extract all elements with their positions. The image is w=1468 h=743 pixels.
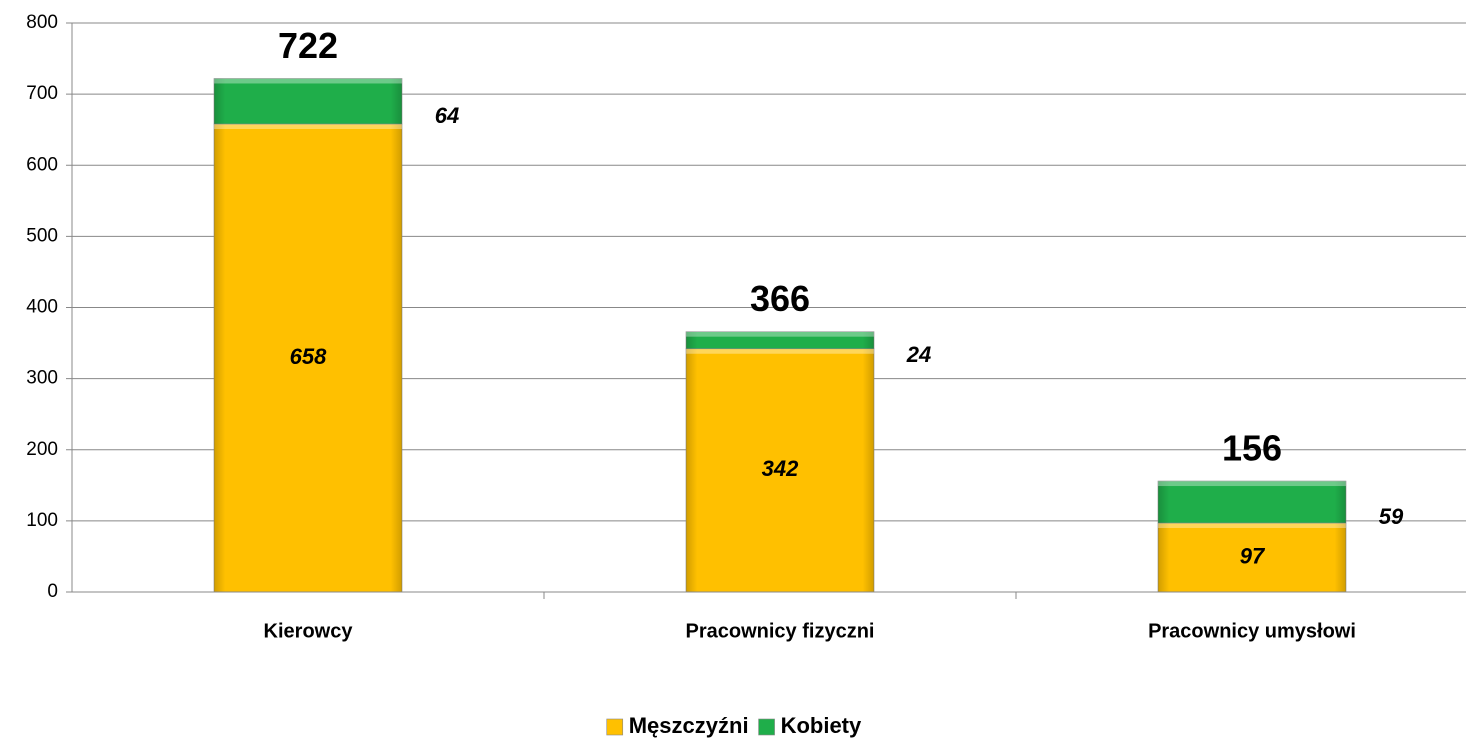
bar-highlight — [214, 78, 402, 84]
x-tick-label: Kierowcy — [264, 620, 354, 642]
total-label: 156 — [1222, 428, 1282, 469]
value-label: 342 — [762, 456, 799, 481]
y-tick-label: 100 — [26, 510, 58, 531]
bar-highlight — [214, 123, 402, 129]
legend-label: Męszczyźni — [629, 713, 749, 738]
y-tick-label: 0 — [47, 581, 58, 602]
y-tick-label: 800 — [26, 12, 58, 33]
y-tick-label: 700 — [26, 83, 58, 104]
value-label: 658 — [290, 344, 327, 369]
y-tick-label: 500 — [26, 225, 58, 246]
bar-shade — [1158, 481, 1346, 524]
bar-highlight — [1158, 523, 1346, 529]
value-label: 97 — [1240, 543, 1266, 568]
total-label: 366 — [750, 278, 810, 319]
y-tick-label: 400 — [26, 297, 58, 318]
bar-shade — [686, 331, 874, 349]
total-label: 722 — [278, 25, 338, 66]
value-label: 24 — [906, 342, 931, 367]
legend: Męszczyźni Kobiety — [606, 713, 862, 738]
legend-swatch — [606, 718, 624, 736]
value-label: 64 — [435, 103, 459, 128]
y-tick-label: 300 — [26, 368, 58, 389]
y-tick-label: 200 — [26, 439, 58, 460]
bar-shade — [214, 78, 402, 124]
bar-shade — [214, 123, 402, 592]
value-label: 59 — [1379, 504, 1404, 529]
legend-label: Kobiety — [781, 713, 862, 738]
x-tick-label: Pracownicy fizyczni — [686, 620, 875, 642]
y-tick-label: 600 — [26, 154, 58, 175]
bar-highlight — [686, 348, 874, 354]
bar-highlight — [686, 331, 874, 337]
bar-highlight — [1158, 481, 1346, 487]
bar-shade — [1158, 523, 1346, 592]
bar-shade — [686, 348, 874, 592]
legend-swatch — [758, 718, 775, 736]
x-tick-label: Pracownicy umysłowi — [1148, 620, 1356, 642]
